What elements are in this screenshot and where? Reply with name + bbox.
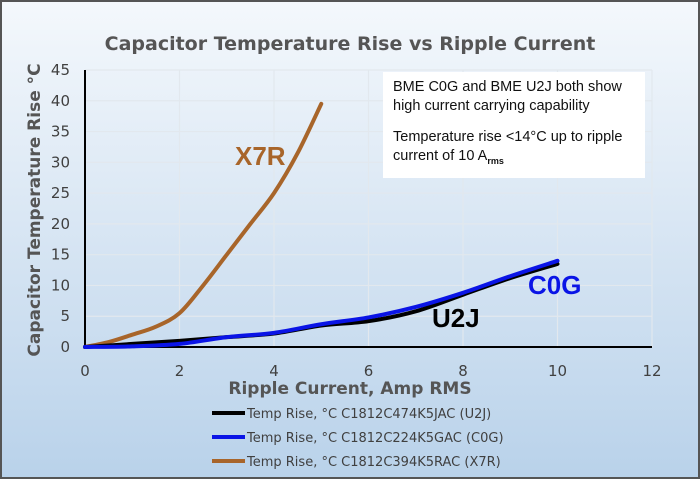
y-tick-label: 0 <box>60 338 70 356</box>
series-label-c0g: C0G <box>528 270 581 300</box>
y-axis-label: Capacitor Temperature Rise °C <box>25 63 45 356</box>
chart-title: Capacitor Temperature Rise vs Ripple Cur… <box>105 33 596 55</box>
series-line-x7r <box>83 101 324 349</box>
x-tick-label: 0 <box>80 362 90 380</box>
x-axis-label: Ripple Current, Amp RMS <box>228 379 471 399</box>
x-tick-label: 2 <box>175 362 185 380</box>
annotation-line-2: Temperature rise <14°C up to ripple curr… <box>393 128 635 171</box>
y-tick-label: 20 <box>51 215 70 233</box>
y-tick-label: 10 <box>51 276 70 294</box>
annotation-box: BME C0G and BME U2J both show high curre… <box>383 72 645 178</box>
annotation-subscript: rms <box>487 155 504 166</box>
y-tick-label: 40 <box>51 92 70 110</box>
y-tick-label: 15 <box>51 246 70 264</box>
series-line-u2j <box>83 261 560 349</box>
annotation-line-1: BME C0G and BME U2J both show high curre… <box>393 79 622 114</box>
legend: Temp Rise, °C C1812C474K5JAC (U2J) Temp R… <box>212 407 504 470</box>
y-tick-label: 35 <box>51 123 70 141</box>
x-tick-label: 6 <box>364 362 374 380</box>
y-tick-label: 5 <box>60 307 70 325</box>
legend-label-x7r: Temp Rise, °C C1812C394K5RAC (X7R) <box>246 455 501 470</box>
series-line-c0g <box>83 258 560 349</box>
series-label-x7r: X7R <box>235 141 286 171</box>
x-tick-label: 10 <box>548 362 567 380</box>
y-tick-label: 45 <box>51 61 70 79</box>
legend-label-c0g: Temp Rise, °C C1812C224K5GAC (C0G) <box>246 431 504 446</box>
legend-label-u2j: Temp Rise, °C C1812C474K5JAC (U2J) <box>246 407 491 422</box>
series-label-u2j: U2J <box>432 303 480 333</box>
y-tick-label: 25 <box>51 184 70 202</box>
annotation-line-2-text: Temperature rise <14°C up to ripple curr… <box>393 129 623 164</box>
x-tick-label: 8 <box>458 362 468 380</box>
x-tick-label: 4 <box>269 362 279 380</box>
y-tick-label: 30 <box>51 153 70 171</box>
x-tick-label: 12 <box>642 362 661 380</box>
